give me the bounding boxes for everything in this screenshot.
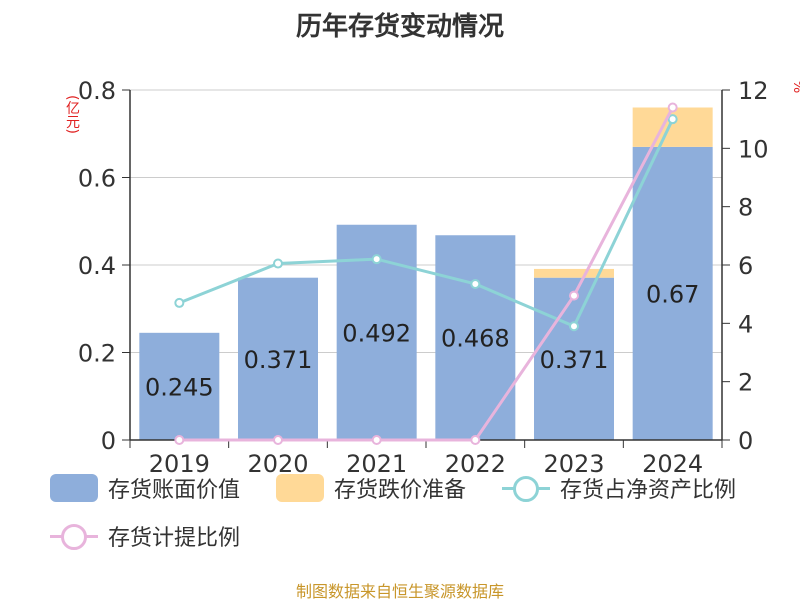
- legend-label-book-value: 存货账面价值: [108, 478, 241, 503]
- right-tick-label: 0: [738, 427, 753, 455]
- right-tick-label: 8: [738, 194, 753, 222]
- ratio-net-assets-point: [371, 254, 382, 265]
- x-tick-label: 2023: [543, 450, 604, 478]
- x-tick-label: 2022: [445, 450, 506, 478]
- legend-swatch-book-value: [50, 474, 98, 502]
- bar-data-label: 0.371: [244, 346, 313, 374]
- bar-book-value: [534, 277, 614, 440]
- bar-data-label: 0.492: [342, 319, 411, 347]
- bar-data-label: 0.67: [646, 280, 699, 308]
- legend-swatch-impairment: [276, 474, 324, 502]
- legend-item-impairment[interactable]: 存货跌价准备: [276, 472, 466, 504]
- legend-item-book-value[interactable]: 存货账面价值: [50, 472, 240, 504]
- data-source-note: 制图数据来自恒生聚源数据库: [295, 582, 504, 601]
- ratio-net-assets-point: [470, 278, 481, 289]
- provision-ratio-point: [174, 435, 185, 445]
- bar-impairment: [534, 268, 614, 278]
- right-tick-label: 6: [738, 252, 753, 280]
- provision-ratio-line: [179, 106, 674, 442]
- bar-book-value: [139, 332, 220, 440]
- right-tick-label: 10: [738, 135, 769, 163]
- left-axis-unit: (亿元): [64, 95, 80, 134]
- bar-book-value: [435, 235, 516, 440]
- right-tick-label: 4: [738, 310, 753, 338]
- legend-item-ratio-net-assets[interactable]: 存货占净资产比例: [502, 472, 736, 504]
- ratio-net-assets-point: [174, 297, 185, 308]
- x-tick-label: 2024: [642, 450, 703, 478]
- left-tick-label: 0.6: [78, 165, 116, 193]
- x-tick-label: 2021: [346, 450, 407, 478]
- left-tick-label: 0.2: [78, 340, 116, 368]
- ratio-net-assets-point: [569, 321, 579, 332]
- right-tick-label: 12: [738, 77, 769, 105]
- provision-ratio-point: [569, 290, 579, 301]
- provision-ratio-point: [667, 102, 678, 113]
- left-tick-label: 0.8: [78, 77, 116, 105]
- bar-impairment: [632, 107, 713, 147]
- provision-ratio-point: [470, 435, 481, 445]
- provision-ratio-point: [371, 435, 382, 445]
- provision-ratio-point: [273, 435, 283, 445]
- bar-data-label: 0.245: [145, 373, 214, 401]
- ratio-net-assets-line: [178, 118, 675, 329]
- bar-book-value: [238, 277, 318, 440]
- legend-label-impairment: 存货跌价准备: [334, 478, 467, 503]
- bar-data-label: 0.371: [540, 346, 609, 374]
- legend-item-provision-ratio[interactable]: 存货计提比例: [50, 520, 240, 552]
- x-tick-label: 2019: [149, 450, 210, 478]
- legend-swatch-provision-ratio: [50, 522, 98, 550]
- ratio-net-assets-point: [667, 114, 678, 125]
- right-axis-unit: %: [790, 80, 800, 94]
- bar-data-label: 0.468: [441, 325, 510, 353]
- legend-label-provision-ratio: 存货计提比例: [108, 526, 241, 551]
- x-tick-label: 2020: [247, 450, 308, 478]
- legend-label-ratio-net-assets: 存货占净资产比例: [560, 478, 737, 503]
- legend-swatch-ratio-net-assets: [502, 474, 550, 502]
- ratio-net-assets-point: [273, 258, 283, 269]
- bar-book-value: [632, 146, 713, 440]
- left-tick-label: 0.4: [78, 252, 116, 280]
- left-tick-label: 0: [101, 427, 116, 455]
- right-tick-label: 2: [738, 369, 753, 397]
- chart-title: 历年存货变动情况: [295, 12, 504, 42]
